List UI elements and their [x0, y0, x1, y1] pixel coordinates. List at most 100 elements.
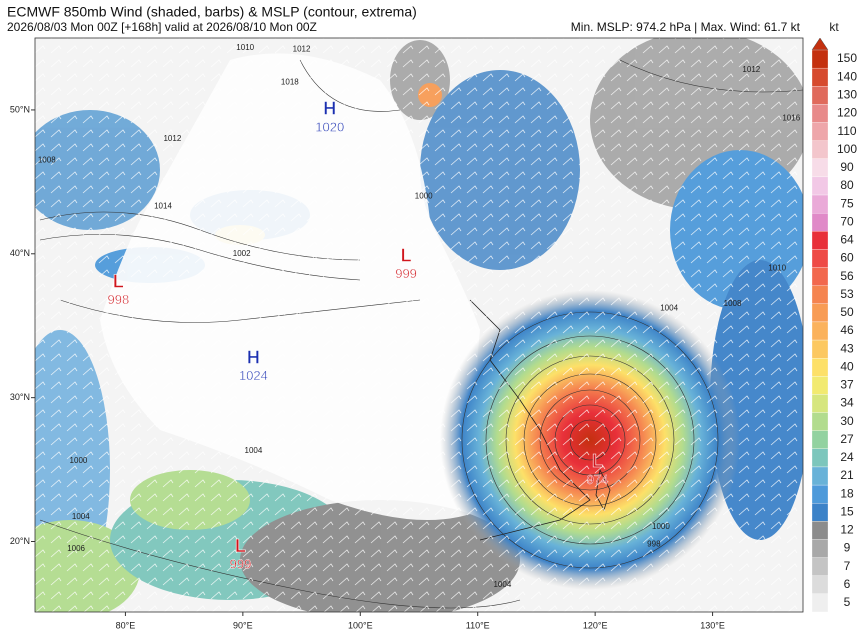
contour-label: 1000 — [652, 522, 670, 531]
colorbar: kt15014013012011010090807570646056535046… — [811, 20, 857, 613]
map-title: ECMWF 850mb Wind (shaded, barbs) & MSLP … — [7, 4, 417, 20]
contour-label: 998 — [647, 539, 661, 548]
lon-tick-label: 110°E — [466, 620, 490, 630]
map-frame — [34, 37, 804, 613]
extremum-value: 999 — [395, 266, 417, 281]
extremum-letter: H — [247, 348, 260, 368]
lon-tick-label: 90°E — [233, 620, 253, 630]
colorbar-label: 150 — [837, 51, 857, 65]
contour-label: 1000 — [415, 191, 433, 200]
contour-label: 1008 — [38, 155, 56, 164]
lon-tick-label: 130°E — [700, 620, 725, 630]
colorbar-swatch — [811, 521, 829, 540]
colorbar-swatch — [811, 466, 829, 486]
contour-label: 1010 — [236, 43, 254, 52]
colorbar-label: 43 — [840, 341, 854, 355]
extremum-value: 974 — [587, 472, 609, 487]
contour-label: 1014 — [154, 201, 172, 210]
colorbar-swatch — [811, 358, 829, 377]
colorbar-swatch — [811, 194, 829, 214]
colorbar-unit: kt — [829, 20, 839, 34]
colorbar-swatch — [811, 303, 829, 323]
colorbar-label: 46 — [840, 323, 854, 337]
extremum-letter: L — [401, 245, 412, 265]
colorbar-label: 34 — [840, 396, 854, 410]
colorbar-swatch — [811, 484, 829, 504]
colorbar-swatch — [811, 412, 829, 431]
contour-label: 1002 — [233, 249, 251, 258]
colorbar-swatch — [811, 158, 829, 178]
colorbar-swatch — [811, 430, 829, 449]
colorbar-label: 100 — [837, 142, 857, 156]
colorbar-label: 53 — [840, 287, 854, 301]
colorbar-label: 60 — [840, 251, 854, 265]
colorbar-label: 37 — [840, 378, 854, 392]
colorbar-label: 40 — [840, 359, 854, 373]
colorbar-swatch — [811, 49, 829, 69]
extremum-letter: L — [113, 271, 124, 291]
colorbar-arrow — [811, 37, 829, 51]
colorbar-swatch — [811, 321, 829, 341]
colorbar-swatch — [811, 67, 829, 87]
colorbar-swatch — [811, 104, 829, 123]
map-ticks: 80°E 90°E 100°E 110°E 120°E 130°E 20°N 30°N 40°N… — [10, 104, 725, 630]
colorbar-swatch — [811, 376, 829, 395]
colorbar-label: 21 — [840, 468, 854, 482]
colorbar-swatch — [811, 593, 829, 613]
colorbar-swatch — [811, 575, 829, 595]
colorbar-label: 75 — [840, 196, 854, 210]
colorbar-label: 27 — [840, 432, 854, 446]
colorbar-swatch — [811, 213, 829, 232]
colorbar-swatch — [811, 231, 829, 250]
contour-label: 1004 — [72, 512, 90, 521]
colorbar-swatch — [811, 267, 829, 286]
contour-label: 1018 — [281, 78, 299, 87]
lat-tick-label: 50°N — [10, 104, 30, 114]
colorbar-swatch — [811, 249, 829, 268]
colorbar-label: 12 — [840, 523, 854, 537]
contour-label: 1004 — [245, 446, 263, 455]
extremum-letter: H — [323, 99, 336, 119]
contour-label: 1012 — [163, 134, 181, 143]
colorbar-swatch — [811, 86, 829, 105]
contour-label: 1012 — [293, 45, 311, 54]
colorbar-swatch — [811, 557, 829, 576]
colorbar-label: 70 — [840, 214, 854, 228]
contour-label: 1012 — [742, 65, 760, 74]
colorbar-label: 56 — [840, 269, 854, 283]
colorbar-label: 64 — [840, 233, 854, 247]
contour-label: 1008 — [724, 299, 742, 308]
colorbar-swatch — [811, 448, 829, 468]
map-subtitle: 2026/08/03 Mon 00Z [+168h] valid at 2026… — [7, 20, 317, 34]
colorbar-label: 140 — [837, 69, 857, 83]
colorbar-label: 130 — [837, 87, 857, 101]
map-annotations: 1010 1012 1018 1012 1008 1014 1002 1004 1008 1010… — [38, 43, 801, 589]
colorbar-label: 18 — [840, 486, 854, 500]
colorbar-label: 9 — [844, 541, 851, 555]
colorbar-label: 110 — [837, 124, 856, 138]
contour-label: 1004 — [493, 580, 511, 589]
extremum-value: 999 — [230, 557, 252, 572]
extremum-value: 998 — [108, 292, 130, 307]
lat-tick-label: 30°N — [10, 392, 30, 402]
lon-tick-label: 100°E — [348, 620, 373, 630]
colorbar-swatch — [811, 539, 829, 558]
map-area: 1010 1012 1018 1012 1008 1014 1002 1004 1008 1010… — [35, 38, 803, 612]
colorbar-label: 80 — [840, 178, 854, 192]
lat-tick-label: 40°N — [10, 248, 30, 258]
colorbar-label: 6 — [844, 577, 851, 591]
wind-barbs — [35, 38, 803, 612]
colorbar-swatch — [811, 503, 829, 522]
contour-label: 1010 — [768, 263, 786, 272]
contour-label: 1006 — [67, 544, 85, 553]
contour-label: 1016 — [782, 114, 800, 123]
colorbar-swatch — [811, 122, 829, 141]
colorbar-label: 5 — [844, 595, 851, 609]
colorbar-label: 7 — [844, 559, 851, 573]
extremum-letter: L — [592, 451, 603, 471]
colorbar-swatch — [811, 394, 829, 413]
colorbar-label: 50 — [840, 305, 854, 319]
lon-tick-label: 120°E — [583, 620, 608, 630]
